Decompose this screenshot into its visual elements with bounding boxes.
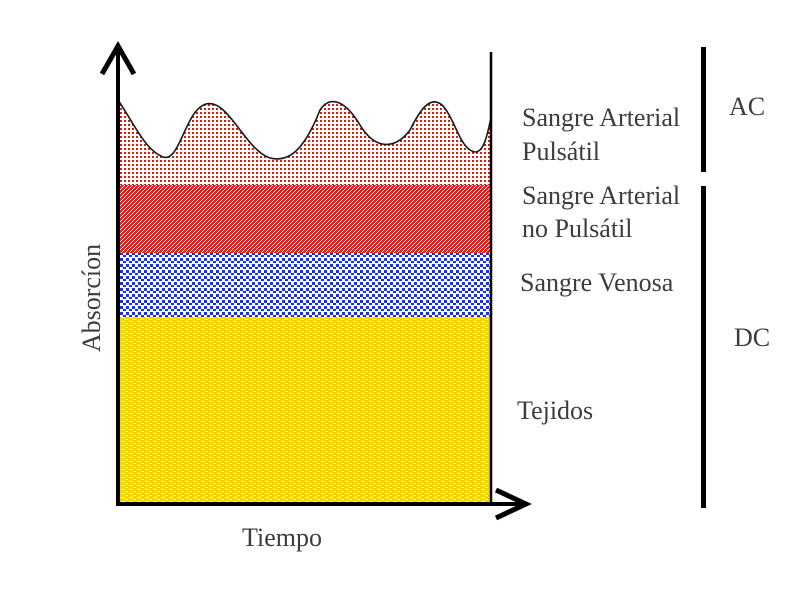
tissue-layer — [118, 317, 491, 502]
arterial-pulsatile-layer — [118, 100, 491, 185]
arterial-label-line1: Sangre Arterial — [522, 181, 681, 210]
ac-bracket-bar — [701, 47, 706, 172]
venous-layer — [118, 253, 491, 317]
ac-label: AC — [729, 92, 766, 121]
venous-label: Sangre Venosa — [520, 268, 674, 297]
pulsatile-label-line1: Sangre Arterial — [522, 103, 681, 132]
tissue-label: Tejidos — [517, 396, 594, 425]
y-axis-arrowhead — [99, 40, 137, 76]
dc-bracket-bar — [701, 186, 706, 508]
pulsatile-label-line2: Pulsátil — [522, 137, 601, 166]
x-axis-arrowhead — [494, 487, 532, 521]
y-axis-label: Absorcíon — [77, 243, 106, 353]
pulse-waveform — [117, 99, 492, 160]
arterial-label-line2: no Pulsátil — [522, 214, 633, 243]
dc-label: DC — [734, 323, 771, 352]
arterial-nonpulsatile-layer — [118, 185, 491, 253]
x-axis-label: Tiempo — [242, 523, 322, 552]
